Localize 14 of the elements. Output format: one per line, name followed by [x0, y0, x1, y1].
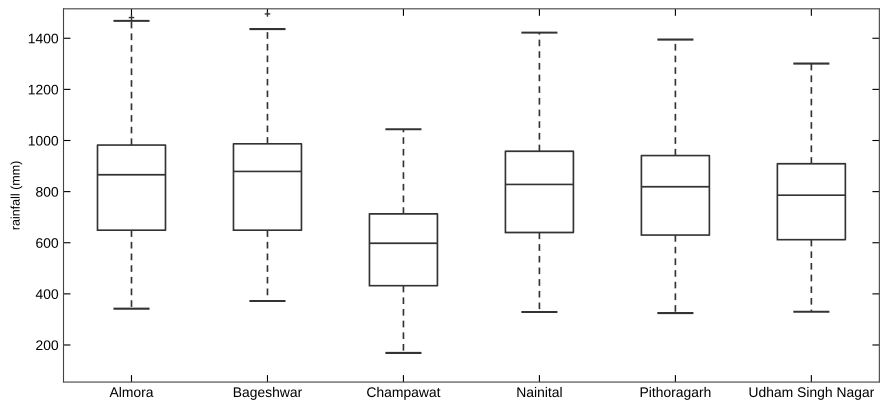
x-tick-label: Udham Singh Nagar: [750, 386, 874, 400]
y-tick-label: 800: [36, 186, 58, 197]
y-tick-label: 600: [36, 238, 58, 248]
x-tick-label: Champawat: [367, 386, 440, 400]
y-tick-label: 1400: [28, 34, 58, 44]
y-tick-label: 200: [36, 340, 58, 350]
x-tick-label: Pithoragarh: [640, 386, 710, 400]
x-tick-label: Almora: [110, 386, 154, 398]
y-tick-label: 1200: [28, 84, 58, 95]
y-tick-label: 1000: [28, 136, 58, 146]
y-axis-title: rainfall (mm): [10, 162, 22, 230]
x-tick-label: Nainital: [517, 386, 562, 398]
y-tick-label: 400: [36, 289, 58, 300]
x-tick-label: Bageshwar: [234, 386, 302, 400]
